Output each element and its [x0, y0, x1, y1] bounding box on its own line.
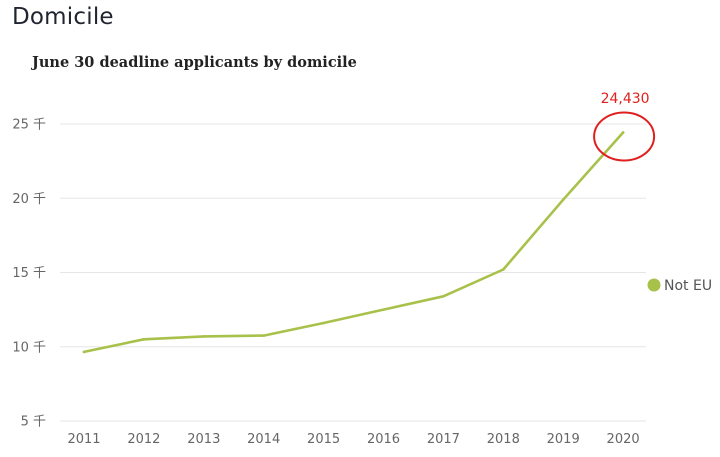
x-tick-label: 2018: [487, 432, 520, 447]
x-tick-label: 2016: [367, 432, 400, 447]
annotation-label: 24,430: [601, 91, 650, 107]
y-tick-label: 10 千: [12, 340, 46, 355]
chart-title: June 30 deadline applicants by domicile: [32, 54, 357, 71]
data-point: [142, 338, 146, 341]
x-tick-label: 2014: [247, 432, 280, 447]
data-point: [561, 198, 565, 202]
y-tick-label: 20 千: [12, 192, 46, 207]
data-point: [621, 131, 625, 134]
annotation-circle: [593, 111, 656, 162]
legend[interactable]: Not EU: [647, 278, 713, 294]
x-tick-label: 2012: [127, 432, 160, 447]
legend-item[interactable]: Not EU: [647, 278, 713, 294]
legend-swatch: [647, 278, 661, 292]
y-tick-label: 5 千: [21, 415, 46, 430]
annotation-layer: 24,430: [593, 91, 656, 162]
y-tick-label: 25 千: [12, 118, 46, 133]
page-title: Domicile: [12, 4, 114, 30]
x-axis-ticks: 2011 2012 2013 2014 2015 2016 2017 2018 2019 2020: [67, 432, 639, 447]
series-line: [82, 131, 625, 354]
x-tick-label: 2011: [67, 432, 100, 447]
data-point: [382, 308, 385, 311]
data-point: [502, 268, 505, 271]
y-axis-ticks: 5 千 10 千 15 千 20 千 25 千: [12, 118, 46, 430]
legend-label: Not EU: [664, 278, 712, 294]
data-point: [322, 321, 325, 325]
x-tick-label: 2017: [427, 432, 460, 447]
data-point: [202, 335, 206, 338]
data-point: [82, 350, 86, 354]
x-tick-label: 2020: [607, 432, 640, 447]
x-tick-label: 2013: [187, 432, 220, 447]
x-tick-label: 2019: [547, 432, 580, 447]
data-point: [442, 294, 445, 298]
series-layer: [82, 131, 625, 354]
gridlines: [60, 123, 646, 422]
y-tick-label: 15 千: [12, 266, 46, 281]
data-point: [262, 334, 266, 337]
x-tick-label: 2015: [307, 432, 340, 447]
